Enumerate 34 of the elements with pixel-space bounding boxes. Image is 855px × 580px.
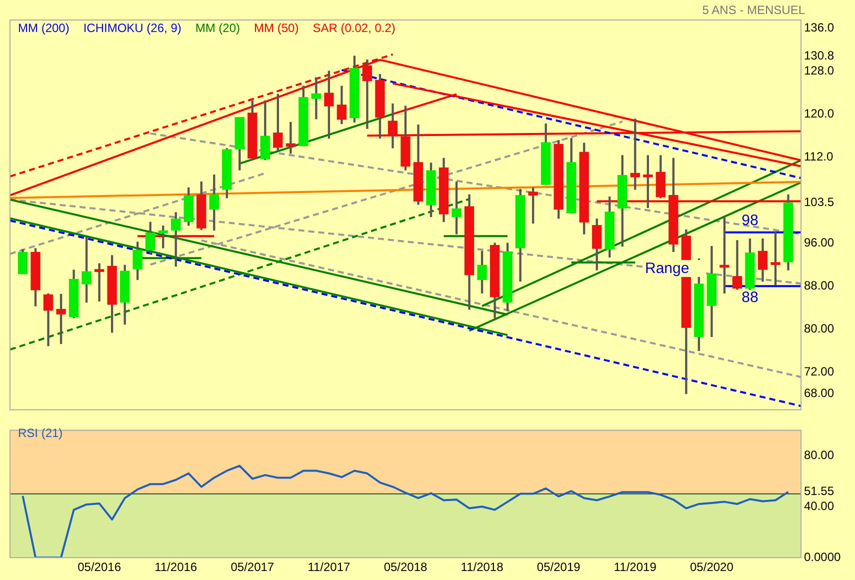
y-tick-label: 130.8 — [804, 48, 834, 62]
y-tick-label: 103.5 — [804, 195, 834, 210]
y-tick-label: 68.00 — [804, 386, 834, 400]
annotation: Range — [645, 260, 690, 277]
y-tick-label: 136.0 — [804, 20, 834, 34]
x-tick-label: 05/2020 — [690, 560, 734, 574]
y-tick-label: 112.0 — [804, 149, 834, 164]
x-tick-label: 11/2017 — [308, 560, 351, 574]
y-tick-label: 128.0 — [804, 63, 834, 78]
annotation: MM (50) — [254, 21, 299, 35]
y-tick-label: 120.0 — [804, 106, 834, 120]
annotation: MM (20) — [195, 21, 240, 35]
chart-title: RSI (21) — [18, 426, 63, 440]
annotation: 88 — [742, 288, 758, 306]
y-tick-label: 80.00 — [804, 321, 834, 336]
x-tick-label: 05/2019 — [536, 560, 581, 574]
y-tick-label: 96.00 — [804, 235, 834, 250]
x-tick-label: 11/2019 — [614, 560, 657, 574]
y-tick-label: 80.00 — [804, 448, 834, 462]
chart-subtitle: 5 ANS - MENSUEL — [702, 3, 805, 17]
annotation: MM (200) — [18, 21, 70, 35]
y-tick-label: 72.00 — [804, 364, 834, 378]
x-tick-label: 05/2016 — [78, 560, 122, 574]
x-tick-label: 11/2016 — [154, 560, 198, 574]
x-tick-label: 05/2018 — [384, 560, 428, 574]
annotation: 98 — [742, 212, 758, 230]
x-tick-label: 11/2018 — [460, 560, 504, 574]
y-tick-label: 88.00 — [804, 278, 834, 292]
annotation: ICHIMOKU (26, 9) — [83, 21, 182, 35]
y-tick-label: 51.55 — [804, 484, 834, 498]
y-tick-label: 0.0000 — [804, 550, 842, 564]
annotation: SAR (0.02, 0.2) — [312, 21, 396, 35]
x-tick-label: 05/2017 — [230, 560, 274, 574]
y-tick-label: 40.00 — [804, 498, 834, 513]
